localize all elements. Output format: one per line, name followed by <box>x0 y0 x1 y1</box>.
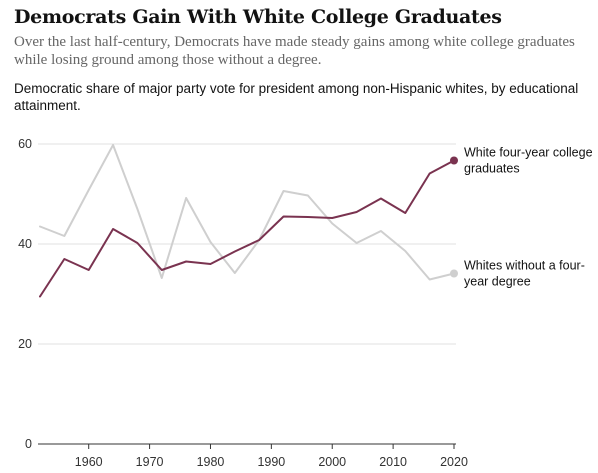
grid-lines <box>38 143 456 345</box>
x-tick-label-1970: 1970 <box>136 455 164 469</box>
y-tick-label-40: 40 <box>18 237 32 251</box>
chart-title: Democrats Gain With White College Gradua… <box>14 6 502 28</box>
series-label-line: Whites without a four- <box>464 259 585 273</box>
y-tick-label-60: 60 <box>18 137 32 151</box>
series-label-line: graduates <box>464 162 520 176</box>
x-tick-label-1980: 1980 <box>197 455 225 469</box>
y-tick-label-20: 20 <box>18 337 32 351</box>
x-tick-label-1990: 1990 <box>257 455 285 469</box>
series-label-line: White four-year college <box>464 146 593 160</box>
x-tick-label-2010: 2010 <box>379 455 407 469</box>
series-line-1 <box>39 144 455 281</box>
series-line-0 <box>39 159 455 298</box>
series-labels: White four-year college graduates Whites w… <box>464 146 593 289</box>
y-axis-ticks: 0 20 40 60 <box>18 137 32 451</box>
x-axis: 1960 1970 1980 1990 2000 2010 2020 <box>38 443 468 469</box>
series-label-1: Whites without a four-year degree <box>464 259 585 289</box>
chart-description: Democratic share of major party vote for… <box>14 81 579 113</box>
series-label-0: White four-year college graduates <box>464 146 593 176</box>
x-tick-label-1960: 1960 <box>75 455 103 469</box>
series-lines <box>39 144 458 298</box>
y-tick-label-0: 0 <box>25 437 32 451</box>
series-label-line: year degree <box>464 275 531 289</box>
chart-subtitle: Over the last half-century, Democrats ha… <box>14 34 575 68</box>
x-tick-label-2020: 2020 <box>440 455 468 469</box>
x-tick-label-2000: 2000 <box>318 455 346 469</box>
series-endpoint-0 <box>450 156 458 165</box>
series-endpoint-1 <box>450 269 458 278</box>
